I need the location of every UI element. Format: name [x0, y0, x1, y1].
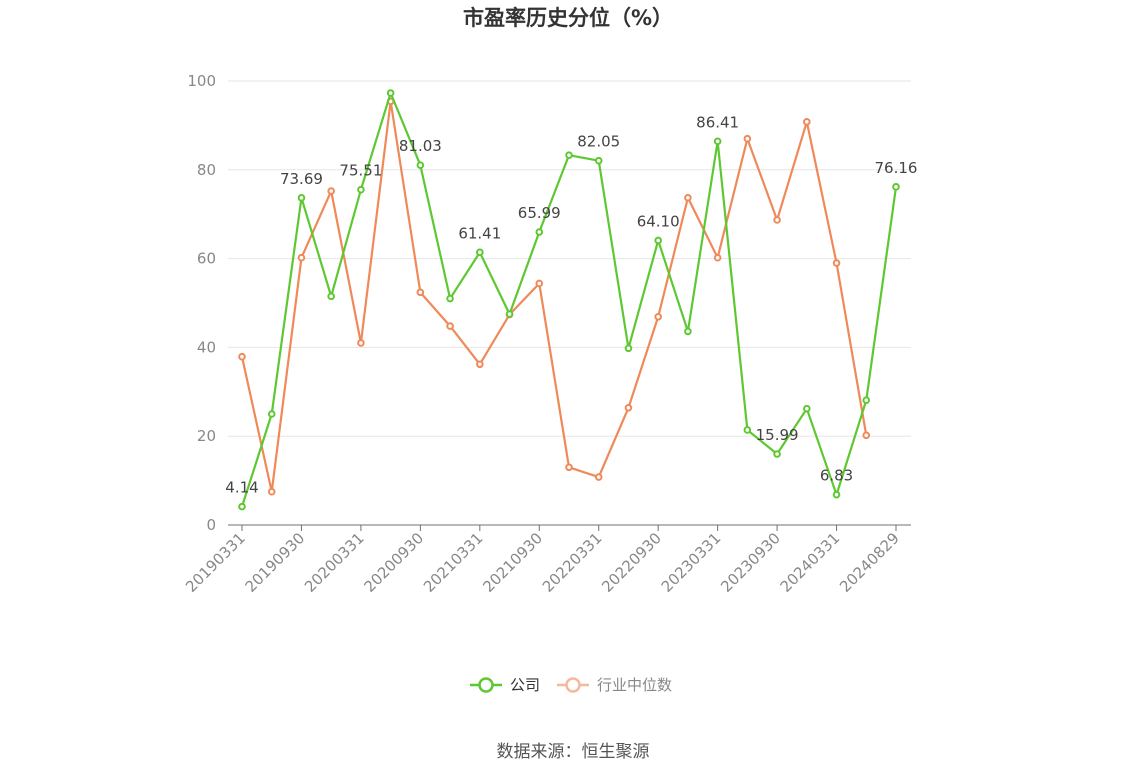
data-point: [357, 339, 365, 347]
data-point: [594, 473, 603, 481]
data-point: [238, 502, 246, 511]
legend-item-company: 公司: [470, 676, 540, 694]
x-tick-label: 20190930: [242, 529, 309, 596]
data-label: 6.83: [820, 467, 853, 485]
x-tick-label: 20200331: [301, 529, 368, 596]
data-label: 86.41: [696, 113, 739, 131]
data-point: [297, 194, 306, 202]
x-tick-label: 20210331: [420, 529, 487, 596]
y-tick-label: 60: [197, 250, 216, 268]
legend-item-industry: 行业中位数: [557, 676, 672, 694]
data-point: [654, 236, 662, 245]
data-point: [505, 310, 514, 318]
data-point: [862, 396, 871, 405]
legend-label: 公司: [510, 676, 540, 694]
data-point: [446, 322, 454, 330]
data-point: [684, 327, 692, 336]
data-point: [297, 253, 306, 262]
data-point: [327, 187, 335, 195]
data-point: [862, 431, 871, 440]
data-point: [267, 487, 276, 496]
data-point: [565, 463, 573, 472]
x-tick-label: 20230930: [717, 529, 784, 596]
data-label: 82.05: [577, 133, 620, 151]
data-label: 4.14: [225, 479, 258, 497]
data-point: [386, 89, 395, 97]
data-point: [565, 151, 573, 159]
data-label: 15.99: [756, 426, 799, 444]
x-tick-label: 20200930: [360, 529, 427, 596]
data-point: [713, 253, 722, 262]
data-point: [476, 248, 484, 257]
data-point: [743, 134, 752, 143]
y-tick-label: 0: [206, 516, 216, 534]
data-label: 81.03: [399, 137, 442, 155]
legend-marker: [478, 677, 494, 693]
legend-marker: [565, 677, 581, 693]
y-tick-label: 40: [197, 338, 216, 356]
x-tick-label: 20230331: [658, 529, 725, 596]
data-point: [446, 294, 454, 303]
data-label: 76.16: [875, 159, 918, 177]
y-tick-label: 20: [197, 427, 216, 445]
data-point: [535, 228, 544, 236]
source-text: 数据来源：恒生聚源: [497, 742, 650, 762]
data-point: [357, 185, 365, 194]
data-label: 65.99: [518, 204, 561, 222]
data-point: [267, 410, 276, 418]
chart-title: 市盈率历史分位（%）: [463, 6, 673, 30]
data-point: [832, 490, 841, 499]
data-point: [773, 450, 781, 458]
x-tick-label: 20220331: [539, 529, 606, 596]
data-point: [624, 403, 633, 412]
data-point: [327, 292, 335, 301]
data-point: [416, 161, 425, 170]
x-tick-label: 20220930: [598, 529, 665, 596]
data-point: [832, 259, 841, 267]
data-point: [416, 288, 425, 297]
data-point: [238, 352, 246, 361]
series-line-industry: [240, 100, 868, 493]
data-point: [803, 118, 811, 126]
legend: 公司 行业中位数: [470, 676, 672, 694]
y-tick-label: 80: [197, 161, 216, 179]
data-point: [743, 426, 752, 434]
data-label: 61.41: [458, 224, 501, 242]
data-point: [624, 344, 633, 353]
data-point: [594, 156, 603, 165]
data-label: 64.10: [637, 212, 680, 230]
data-point: [773, 216, 781, 224]
x-tick-label: 20240331: [777, 529, 844, 596]
data-point: [654, 312, 662, 321]
data-label: 73.69: [280, 170, 323, 188]
data-point: [803, 404, 811, 413]
data-point: [713, 137, 722, 146]
x-tick-label: 20210930: [479, 529, 546, 596]
data-point: [684, 193, 692, 202]
y-tick-label: 100: [187, 72, 216, 90]
data-label: 75.51: [339, 162, 382, 180]
x-tick-label: 20190331: [182, 529, 249, 596]
legend-label: 行业中位数: [597, 676, 672, 694]
labels-layer: 4.14 73.69 75.51 81.03 61.41 65.99 82.05 64.10 8…: [225, 113, 917, 496]
data-point: [535, 279, 544, 288]
data-point: [892, 183, 900, 191]
series-layer: [238, 89, 900, 511]
x-tick-label: 20240829: [836, 529, 903, 596]
data-point: [476, 360, 484, 369]
